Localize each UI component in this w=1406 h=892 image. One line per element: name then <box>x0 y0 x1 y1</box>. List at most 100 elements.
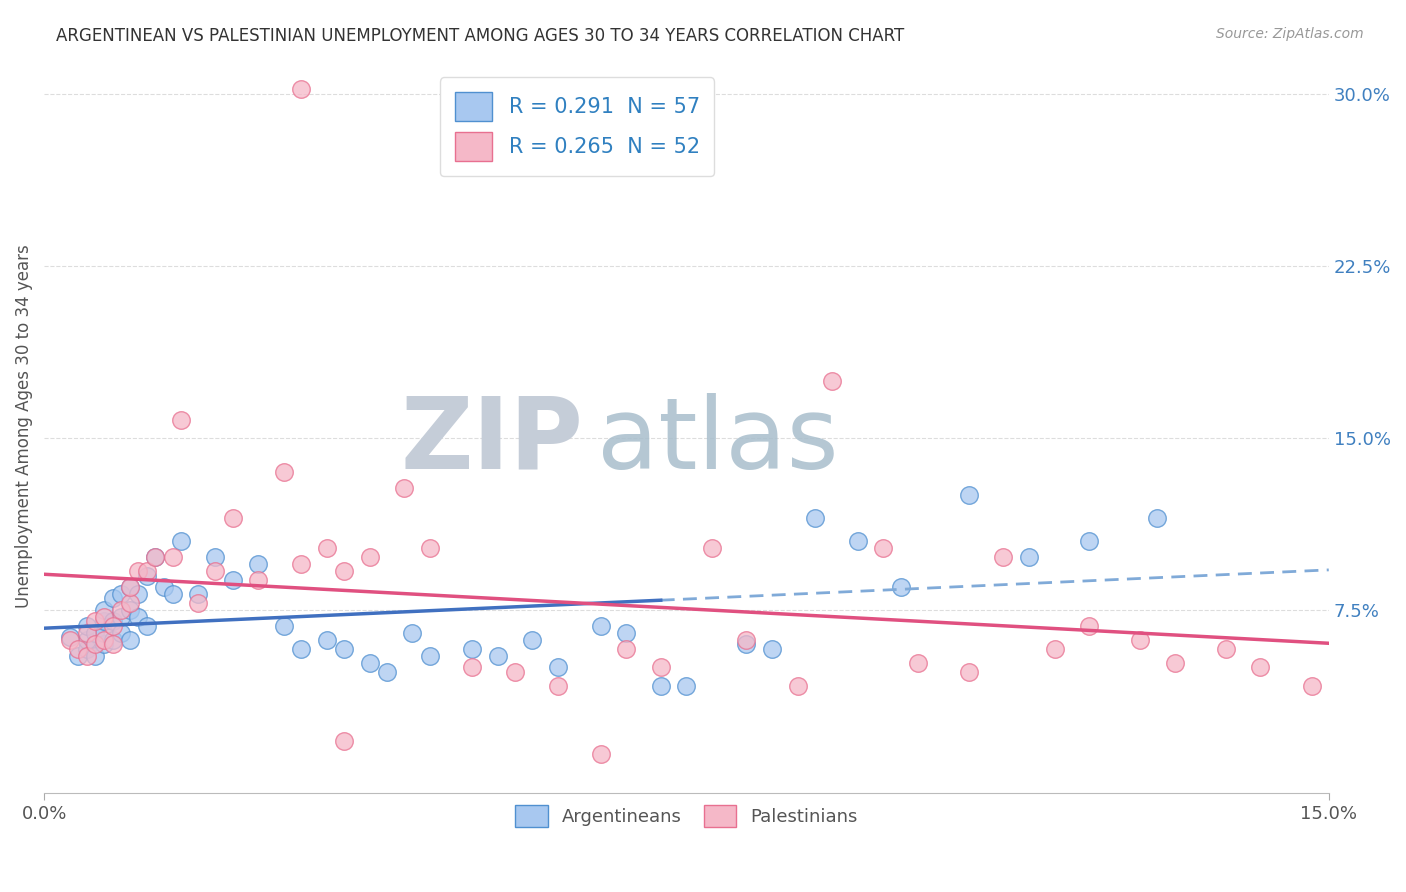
Point <box>76 641 98 656</box>
Point <box>135 568 157 582</box>
Point <box>153 580 176 594</box>
Point <box>127 587 149 601</box>
Point <box>110 625 132 640</box>
Y-axis label: Unemployment Among Ages 30 to 34 years: Unemployment Among Ages 30 to 34 years <box>15 244 32 608</box>
Point <box>503 665 526 679</box>
Point <box>118 580 141 594</box>
Point <box>650 660 672 674</box>
Point <box>993 550 1015 565</box>
Point <box>101 619 124 633</box>
Point <box>418 541 440 555</box>
Text: ZIP: ZIP <box>401 392 583 490</box>
Point <box>93 632 115 647</box>
Point <box>1078 534 1101 549</box>
Point <box>522 632 544 647</box>
Point <box>461 660 484 674</box>
Point <box>392 482 415 496</box>
Point <box>290 641 312 656</box>
Point <box>187 596 209 610</box>
Point <box>59 632 82 647</box>
Point <box>375 665 398 679</box>
Point <box>650 679 672 693</box>
Point <box>735 632 758 647</box>
Point <box>127 609 149 624</box>
Text: ARGENTINEAN VS PALESTINIAN UNEMPLOYMENT AMONG AGES 30 TO 34 YEARS CORRELATION CH: ARGENTINEAN VS PALESTINIAN UNEMPLOYMENT … <box>56 27 904 45</box>
Point <box>84 625 107 640</box>
Point <box>221 573 243 587</box>
Text: Source: ZipAtlas.com: Source: ZipAtlas.com <box>1216 27 1364 41</box>
Point <box>846 534 869 549</box>
Point <box>872 541 894 555</box>
Point <box>247 557 270 571</box>
Point <box>700 541 723 555</box>
Point <box>616 641 638 656</box>
Point <box>1078 619 1101 633</box>
Point <box>76 619 98 633</box>
Point <box>1249 660 1271 674</box>
Point <box>616 625 638 640</box>
Point <box>821 374 844 388</box>
Point <box>93 625 115 640</box>
Point <box>118 603 141 617</box>
Point <box>67 641 90 656</box>
Point <box>204 550 226 565</box>
Point <box>101 632 124 647</box>
Point <box>76 625 98 640</box>
Point <box>84 648 107 663</box>
Point <box>84 615 107 629</box>
Point <box>761 641 783 656</box>
Point <box>204 564 226 578</box>
Point <box>145 550 167 565</box>
Point <box>333 564 356 578</box>
Text: atlas: atlas <box>596 392 838 490</box>
Point <box>135 564 157 578</box>
Point <box>1129 632 1152 647</box>
Point <box>93 615 115 629</box>
Point <box>110 609 132 624</box>
Point <box>118 632 141 647</box>
Point <box>315 541 337 555</box>
Point <box>110 587 132 601</box>
Point <box>101 615 124 629</box>
Point <box>401 625 423 640</box>
Point <box>804 511 827 525</box>
Point <box>957 488 980 502</box>
Point <box>59 631 82 645</box>
Point <box>547 660 569 674</box>
Point <box>101 591 124 606</box>
Point <box>589 747 612 762</box>
Point <box>418 648 440 663</box>
Point <box>67 648 90 663</box>
Point <box>162 550 184 565</box>
Point <box>907 656 929 670</box>
Point <box>247 573 270 587</box>
Point <box>547 679 569 693</box>
Point <box>273 466 295 480</box>
Point <box>221 511 243 525</box>
Point <box>1163 656 1185 670</box>
Point <box>187 587 209 601</box>
Point <box>118 596 141 610</box>
Point <box>290 82 312 96</box>
Point <box>135 619 157 633</box>
Point <box>957 665 980 679</box>
Point <box>84 637 107 651</box>
Point <box>76 648 98 663</box>
Point <box>162 587 184 601</box>
Point <box>127 564 149 578</box>
Point <box>273 619 295 633</box>
Point <box>333 641 356 656</box>
Point <box>675 679 697 693</box>
Point <box>315 632 337 647</box>
Point <box>1215 641 1237 656</box>
Point <box>118 580 141 594</box>
Point <box>145 550 167 565</box>
Point <box>93 609 115 624</box>
Point <box>461 641 484 656</box>
Point <box>786 679 808 693</box>
Point <box>1043 641 1066 656</box>
Point <box>359 550 381 565</box>
Point <box>93 603 115 617</box>
Point <box>290 557 312 571</box>
Point <box>589 619 612 633</box>
